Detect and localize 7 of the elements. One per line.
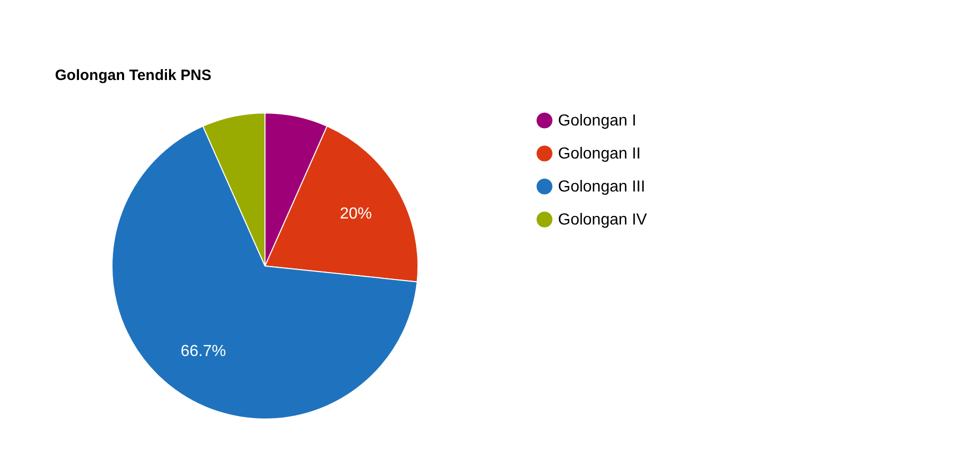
legend-label: Golongan I [558,112,636,130]
legend-label: Golongan II [558,146,641,162]
chart-title: Golongan Tendik PNS [55,67,212,84]
data-label: 20% [340,205,372,222]
legend-label: Golongan III [558,178,646,196]
legend-label: Golongan IV [558,212,648,228]
data-label: 66.7% [180,342,226,360]
